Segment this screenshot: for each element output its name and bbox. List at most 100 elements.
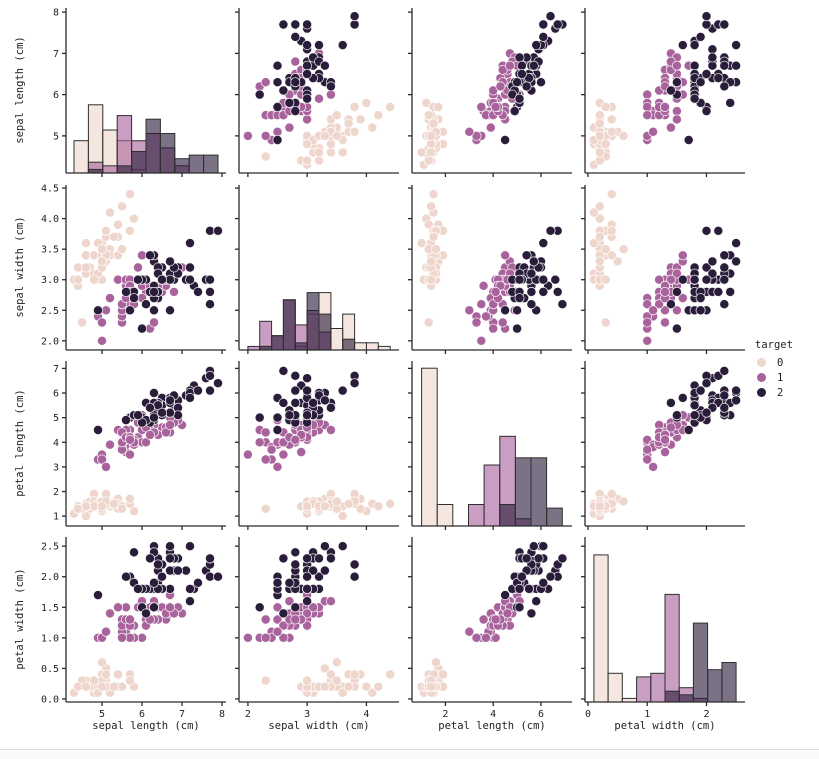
- data-point: [272, 424, 283, 435]
- data-point: [731, 40, 742, 51]
- data-point: [337, 385, 348, 396]
- data-point: [290, 19, 301, 30]
- data-point: [642, 335, 653, 346]
- data-point: [184, 596, 195, 607]
- data-point: [642, 110, 653, 121]
- data-point: [164, 305, 175, 316]
- data-point: [725, 97, 736, 108]
- data-point: [514, 293, 525, 304]
- data-point: [144, 402, 155, 413]
- y-tick-label: 4.5: [41, 184, 59, 195]
- data-point: [423, 317, 434, 328]
- data-point: [81, 238, 92, 249]
- data-point: [731, 256, 742, 267]
- data-point: [612, 256, 623, 267]
- data-point: [671, 60, 682, 71]
- scatter-panel-petal_length-vs-sepal_width: [242, 365, 396, 522]
- data-point: [665, 274, 676, 285]
- hist-bar: [546, 507, 563, 527]
- data-point: [665, 122, 676, 133]
- data-point: [325, 81, 336, 92]
- x-axis-label-sepal-length: sepal length (cm): [92, 720, 200, 732]
- data-point: [97, 256, 108, 267]
- hist-panel-petal_length: [421, 367, 563, 527]
- data-point: [545, 225, 556, 236]
- data-point: [594, 256, 605, 267]
- data-point: [284, 410, 295, 421]
- data-point: [81, 681, 92, 692]
- data-point: [164, 553, 175, 564]
- data-point: [426, 130, 437, 141]
- data-point: [192, 286, 203, 297]
- data-point: [313, 571, 324, 582]
- data-point: [701, 274, 712, 285]
- data-point: [302, 139, 313, 150]
- data-point: [719, 402, 730, 413]
- data-point: [500, 134, 511, 145]
- data-point: [105, 608, 116, 619]
- hist-bar: [342, 338, 356, 351]
- data-point: [426, 256, 437, 267]
- data-point: [302, 608, 313, 619]
- data-point: [660, 286, 671, 297]
- data-point: [437, 669, 448, 680]
- data-point: [319, 681, 330, 692]
- data-point: [148, 286, 159, 297]
- data-point: [701, 262, 712, 273]
- data-point: [128, 213, 139, 224]
- data-point: [272, 602, 283, 613]
- data-point: [260, 503, 271, 514]
- data-point: [660, 305, 671, 316]
- data-point: [500, 250, 511, 261]
- data-point: [284, 122, 295, 133]
- data-point: [677, 40, 688, 51]
- data-point: [504, 60, 515, 71]
- data-point: [164, 395, 175, 406]
- data-point: [349, 378, 360, 389]
- data-point: [594, 118, 605, 129]
- data-point: [148, 387, 159, 398]
- y-tick-label: 2.0: [41, 572, 59, 583]
- data-point: [302, 93, 313, 104]
- data-point: [125, 675, 136, 686]
- data-point: [290, 77, 301, 88]
- data-point: [184, 262, 195, 273]
- data-point: [101, 461, 112, 472]
- data-point: [600, 317, 611, 328]
- data-point: [526, 268, 537, 279]
- data-point: [319, 60, 330, 71]
- data-point: [254, 437, 265, 448]
- data-point: [514, 52, 525, 63]
- hist-bar: [678, 694, 694, 703]
- data-point: [671, 114, 682, 125]
- hist-bar: [607, 672, 623, 703]
- data-point: [97, 681, 108, 692]
- y-tick-label: 4: [53, 438, 59, 449]
- data-point: [689, 410, 700, 421]
- x-tick-label: 4: [363, 709, 369, 720]
- data-point: [660, 434, 671, 445]
- page-divider: [0, 749, 819, 750]
- data-point: [125, 493, 136, 504]
- data-point: [719, 274, 730, 285]
- data-point: [719, 60, 730, 71]
- x-tick-label: 1: [644, 709, 650, 720]
- data-point: [731, 395, 742, 406]
- data-point: [278, 397, 289, 408]
- data-point: [512, 323, 523, 334]
- data-point: [325, 147, 336, 158]
- data-point: [701, 69, 712, 80]
- data-point: [148, 602, 159, 613]
- data-point: [516, 60, 527, 71]
- data-point: [260, 614, 271, 625]
- data-point: [184, 274, 195, 285]
- data-point: [319, 395, 330, 406]
- data-point: [471, 632, 482, 643]
- data-point: [325, 596, 336, 607]
- data-point: [671, 106, 682, 117]
- data-point: [125, 449, 136, 460]
- data-point: [677, 392, 688, 403]
- x-tick-label: 6: [139, 709, 145, 720]
- data-point: [290, 106, 301, 117]
- data-point: [278, 608, 289, 619]
